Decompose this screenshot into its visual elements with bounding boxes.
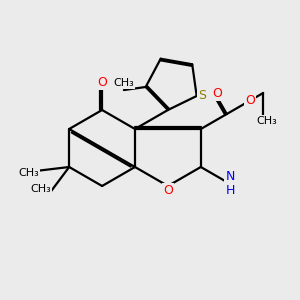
Text: CH₃: CH₃: [257, 116, 278, 126]
Text: O: O: [212, 87, 222, 100]
Text: O: O: [245, 94, 255, 107]
Text: O: O: [163, 184, 173, 196]
Text: CH₃: CH₃: [113, 78, 134, 88]
Text: O: O: [97, 76, 107, 88]
Text: CH₃: CH₃: [19, 168, 39, 178]
Text: S: S: [198, 89, 206, 103]
Text: CH₃: CH₃: [31, 184, 51, 194]
Text: H: H: [225, 184, 235, 197]
Text: N: N: [225, 170, 235, 184]
